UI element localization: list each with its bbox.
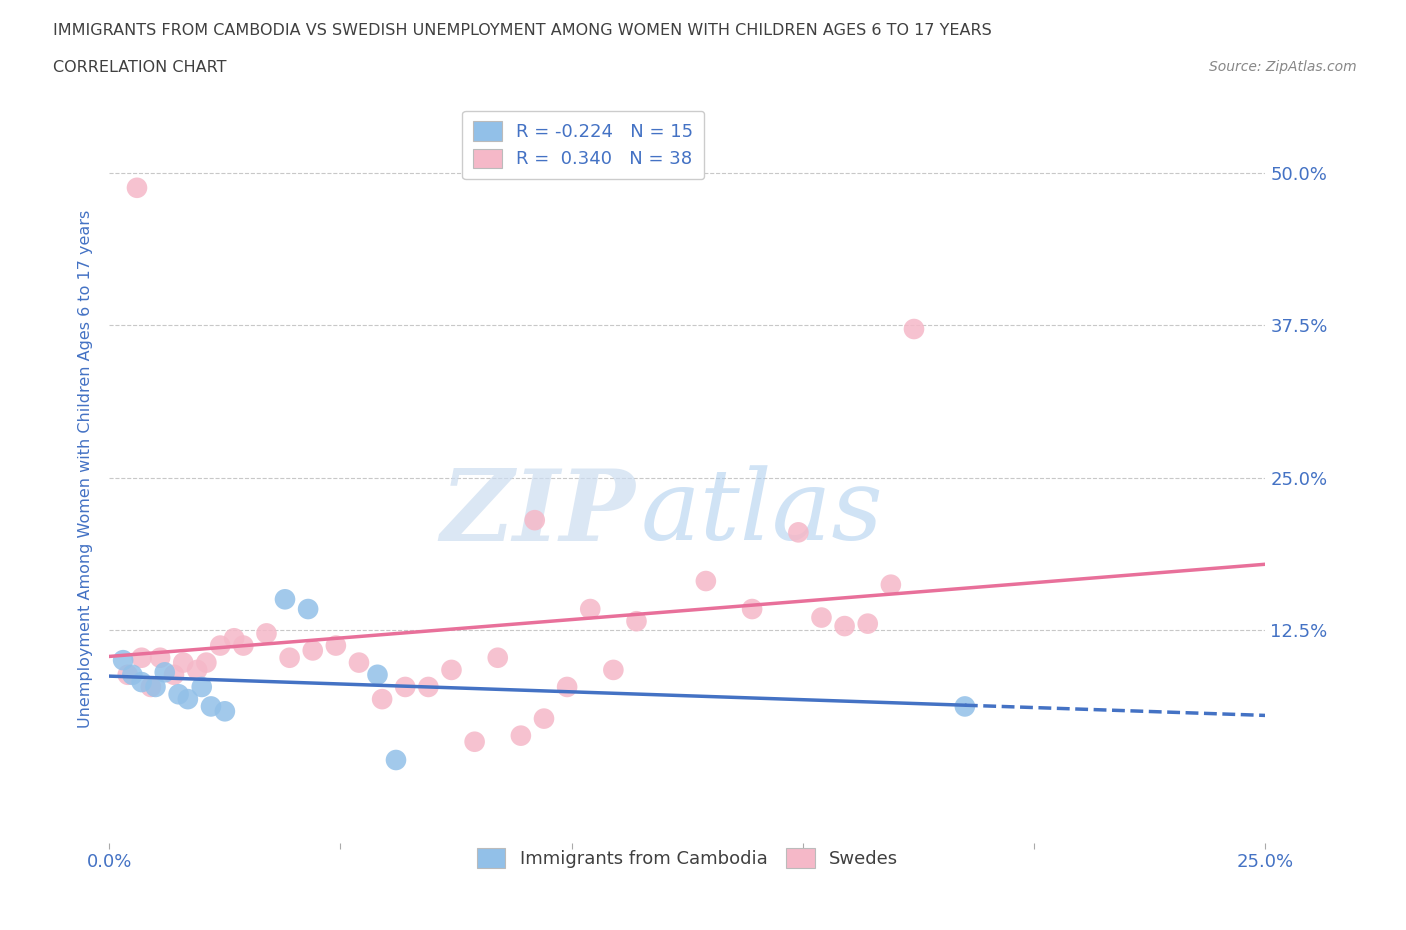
Point: [163, 668, 186, 683]
Point: [167, 687, 190, 702]
Point: [145, 680, 167, 695]
Point: [297, 602, 319, 617]
Point: [256, 626, 278, 641]
Point: [214, 704, 236, 719]
Point: [741, 602, 763, 617]
Point: [200, 699, 222, 714]
Point: [464, 735, 486, 750]
Point: [555, 680, 578, 695]
Text: IMMIGRANTS FROM CAMBODIA VS SWEDISH UNEMPLOYMENT AMONG WOMEN WITH CHILDREN AGES : IMMIGRANTS FROM CAMBODIA VS SWEDISH UNEM…: [53, 23, 993, 38]
Point: [695, 574, 717, 589]
Point: [195, 655, 218, 670]
Point: [903, 322, 925, 337]
Point: [125, 180, 148, 195]
Point: [139, 680, 162, 695]
Point: [385, 752, 408, 767]
Point: [149, 650, 172, 665]
Point: [810, 610, 832, 625]
Point: [486, 650, 509, 665]
Y-axis label: Unemployment Among Women with Children Ages 6 to 17 years: Unemployment Among Women with Children A…: [79, 209, 93, 727]
Point: [366, 668, 388, 683]
Point: [131, 674, 153, 689]
Text: CORRELATION CHART: CORRELATION CHART: [53, 60, 226, 75]
Point: [787, 525, 810, 539]
Point: [131, 650, 153, 665]
Point: [347, 655, 370, 670]
Point: [509, 728, 531, 743]
Point: [274, 591, 297, 606]
Point: [186, 662, 208, 677]
Point: [232, 638, 254, 653]
Point: [121, 668, 143, 683]
Point: [602, 662, 624, 677]
Point: [301, 643, 323, 658]
Point: [880, 578, 903, 592]
Point: [325, 638, 347, 653]
Point: [856, 617, 879, 631]
Point: [172, 655, 194, 670]
Point: [579, 602, 602, 617]
Point: [394, 680, 416, 695]
Point: [371, 692, 394, 707]
Point: [117, 668, 139, 683]
Point: [177, 692, 200, 707]
Text: Source: ZipAtlas.com: Source: ZipAtlas.com: [1209, 60, 1357, 74]
Text: ZIP: ZIP: [440, 465, 636, 562]
Point: [533, 711, 555, 726]
Point: [626, 614, 648, 629]
Point: [209, 638, 232, 653]
Point: [190, 680, 212, 695]
Point: [523, 512, 546, 527]
Point: [440, 662, 463, 677]
Point: [224, 631, 246, 645]
Point: [953, 699, 976, 714]
Point: [278, 650, 301, 665]
Legend: Immigrants from Cambodia, Swedes: Immigrants from Cambodia, Swedes: [470, 841, 905, 875]
Point: [112, 653, 135, 668]
Point: [418, 680, 440, 695]
Point: [153, 665, 176, 680]
Point: [834, 618, 856, 633]
Text: atlas: atlas: [641, 466, 884, 561]
